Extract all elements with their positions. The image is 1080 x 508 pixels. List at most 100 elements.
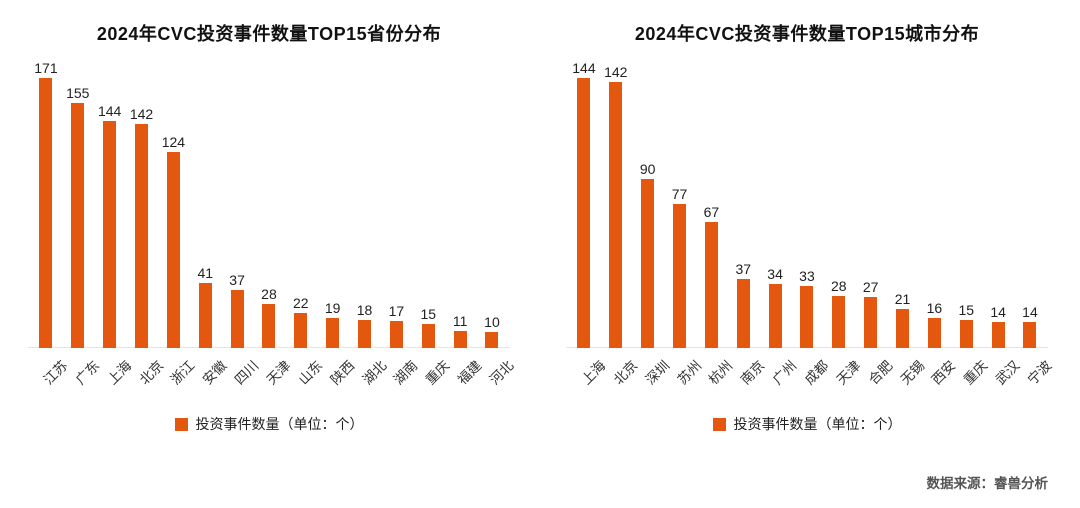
category-label-box: 深圳 [632,348,672,406]
bar-column: 124 浙江 [157,58,198,406]
chart-cities: 2024年CVC投资事件数量TOP15城市分布 144 上海 142 北京 90 深圳 77… [564,12,1055,434]
category-label-box: 杭州 [695,348,736,406]
legend-cities: 投资事件数量（单位：个） [564,414,1050,434]
bar [991,321,1005,348]
bar-column: 17 湖南 [380,58,421,406]
bar [800,286,814,348]
bar-value-label: 17 [388,303,405,320]
bar [641,179,655,348]
bar-plot-provinces: 171 江苏 155 广东 144 上海 142 北京 124 浙江 41 安徽 37 四川 28 天津 22 山… [26,58,517,406]
category-label-box: 南京 [727,348,768,406]
bar-value-label: 33 [799,268,815,285]
bar-column: 22 山东 [285,58,325,406]
bar [198,283,212,348]
category-label-box: 宁波 [1014,348,1055,406]
bar-column: 33 成都 [791,58,832,406]
bar-value-label: 142 [604,63,628,80]
bar-value-label: 28 [261,285,277,302]
category-label-box: 西安 [918,348,959,406]
bar-value-label: 14 [1022,303,1038,320]
bar [262,303,276,348]
bar [927,318,941,348]
bar-column: 14 宁波 [1014,58,1055,406]
bar-value-label: 27 [862,279,879,296]
bar [421,324,435,348]
bar-column: 21 无锡 [887,58,927,406]
bar-column: 37 南京 [727,58,768,406]
legend-label: 投资事件数量（单位：个） [733,416,902,432]
chart-provinces: 2024年CVC投资事件数量TOP15省份分布 171 江苏 155 广东 144 上海 1… [26,12,517,434]
bar-value-label: 171 [34,60,58,76]
bar [768,284,782,348]
category-label-box: 成都 [791,348,832,406]
bar-value-label: 142 [129,105,154,122]
bar-value-label: 37 [229,271,245,288]
category-label-box: 北京 [126,348,166,406]
bar-column: 15 重庆 [950,58,991,406]
legend-swatch-icon [712,417,726,431]
bar [577,78,591,348]
bar-column: 34 广州 [759,58,800,406]
bar-value-label: 16 [926,300,943,316]
bar-column: 144 上海 [94,58,134,406]
bar-column: 142 北京 [126,58,166,406]
bar [1023,321,1037,348]
bar [389,321,403,348]
bar-column: 142 北京 [600,58,640,406]
bar-value-label: 34 [767,266,783,283]
bar [294,313,308,348]
bar-column: 28 天津 [823,58,864,406]
bar-value-label: 18 [356,301,373,318]
bar-value-label: 144 [97,102,122,119]
bar-column: 171 江苏 [30,58,71,406]
bar-value-label: 41 [197,265,214,282]
bar-value-label: 144 [572,60,596,76]
category-label-box: 合肥 [855,348,895,406]
bar [864,297,878,348]
category-label-box: 天津 [823,348,864,406]
bar [358,319,372,348]
bar [71,103,85,348]
category-label-box: 上海 [568,348,609,406]
bar-column: 14 武汉 [982,58,1023,406]
chart-title-cities: 2024年CVC投资事件数量TOP15城市分布 [634,24,980,44]
category-label-box: 浙江 [157,348,198,406]
bar-value-label: 15 [420,306,437,323]
bar [896,308,910,348]
category-label-box: 江苏 [30,348,71,406]
bar-column: 41 安徽 [189,58,230,406]
category-label: 河北 [486,357,517,388]
bar-column: 11 福建 [444,58,485,406]
bar-column: 67 杭州 [695,58,736,406]
category-label-box: 福建 [444,348,485,406]
category-label-box: 广东 [62,348,103,406]
bar-column: 37 四川 [221,58,262,406]
category-label-box: 武汉 [982,348,1023,406]
bar-value-label: 90 [639,161,656,178]
category-label-box: 无锡 [887,348,927,406]
category-label-box: 陕西 [317,348,357,406]
category-label-box: 四川 [221,348,262,406]
category-label-box: 广州 [759,348,800,406]
category-label-box: 河北 [476,348,517,406]
legend-provinces: 投资事件数量（单位：个） [26,414,512,434]
bar-column: 16 西安 [918,58,959,406]
category-label-box: 湖北 [349,348,389,406]
category-label-box: 湖南 [380,348,421,406]
legend-swatch-icon [174,417,188,431]
bar-column: 10 河北 [476,58,517,406]
bar [39,78,53,348]
bar-value-label: 155 [66,85,90,102]
bar [959,319,973,348]
category-label-box: 重庆 [950,348,991,406]
category-label-box: 天津 [253,348,294,406]
bar-value-label: 124 [161,134,186,151]
category-label-box: 安徽 [189,348,230,406]
charts-row: 2024年CVC投资事件数量TOP15省份分布 171 江苏 155 广东 144 上海 1… [26,12,1055,434]
bar-value-label: 28 [831,277,847,294]
bar [453,330,467,348]
bar-column: 77 苏州 [664,58,704,406]
data-source: 数据来源：睿兽分析 [926,476,1049,491]
bar [166,152,180,348]
